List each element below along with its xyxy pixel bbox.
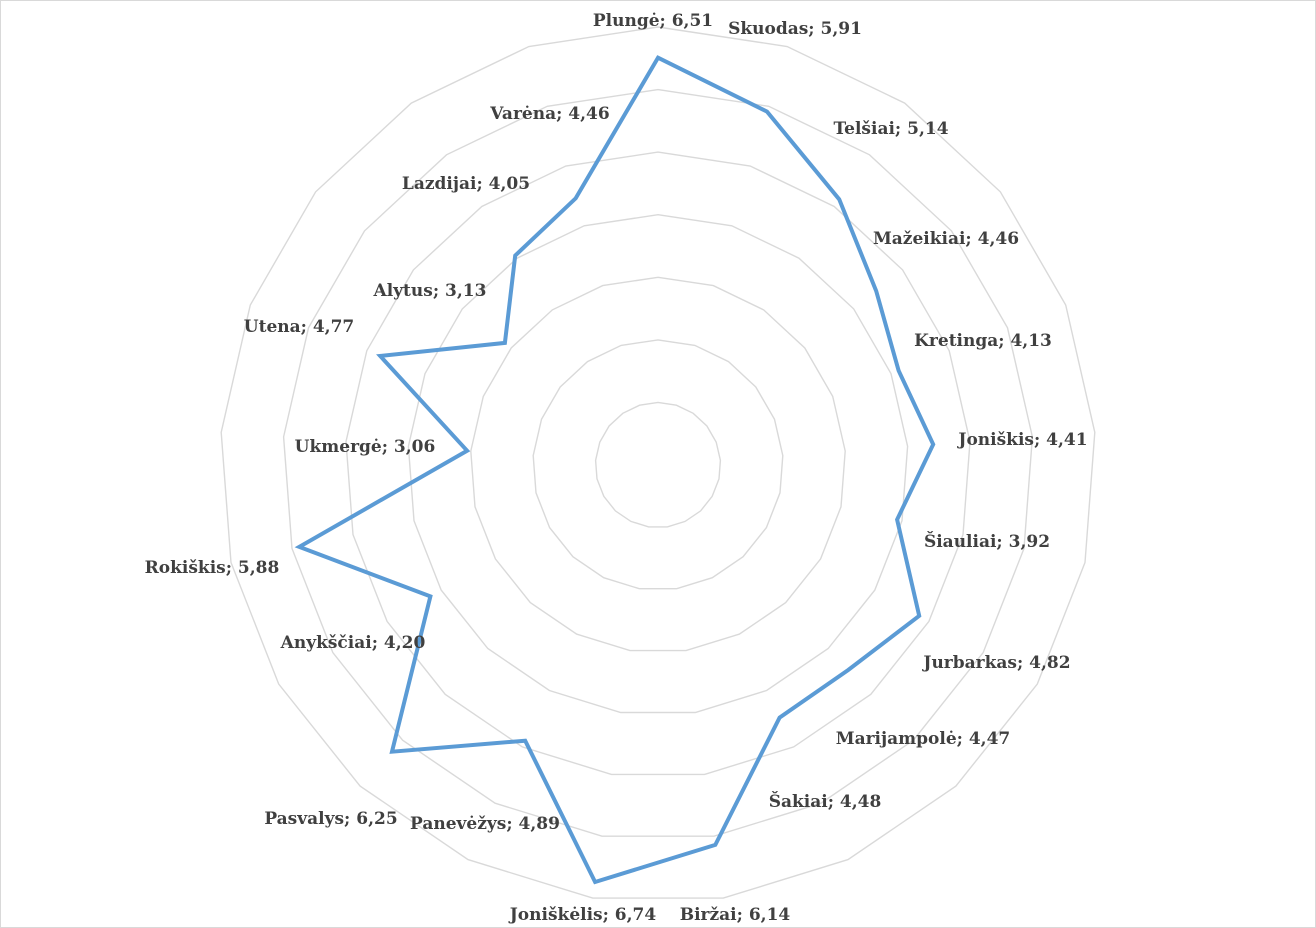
grid-ring-1 xyxy=(594,401,722,528)
grid-ring-6 xyxy=(282,88,1034,837)
data-label-17: Utena; 4,77 xyxy=(244,317,354,337)
data-label-19: Lazdijai; 4,05 xyxy=(402,174,530,194)
data-label-7: Jurbarkas; 4,82 xyxy=(921,653,1070,673)
data-label-18: Alytus; 3,13 xyxy=(373,281,487,301)
data-label-0: Plungė; 6,51 xyxy=(593,11,713,31)
data-label-8: Marijampolė; 4,47 xyxy=(836,729,1011,749)
data-labels: Plungė; 6,51 Skuodas; 5,91 Telšiai; 5,14 Ma… xyxy=(145,11,1088,925)
data-label-3: Mažeikiai; 4,46 xyxy=(873,229,1019,249)
data-label-1: Skuodas; 5,91 xyxy=(728,19,862,39)
data-label-5: Joniškis; 4,41 xyxy=(956,430,1087,450)
data-label-6: Šiauliai; 3,92 xyxy=(924,531,1050,552)
series-line-0 xyxy=(294,55,936,885)
data-label-10: Biržai; 6,14 xyxy=(680,905,791,925)
grid-ring-5 xyxy=(345,151,971,776)
data-label-20: Varėna; 4,46 xyxy=(489,104,609,124)
series-layer xyxy=(294,55,936,885)
data-label-16: Ukmergė; 3,06 xyxy=(295,437,436,457)
data-label-14: Anykščiai; 4,20 xyxy=(280,633,426,653)
data-label-2: Telšiai; 5,14 xyxy=(833,119,948,139)
data-label-13: Pasvalys; 6,25 xyxy=(264,809,397,829)
grid-ring-4 xyxy=(407,213,909,714)
grid-ring-3 xyxy=(470,276,846,652)
grid-rings xyxy=(220,26,1096,899)
grid-ring-7 xyxy=(220,26,1096,899)
data-label-4: Kretinga; 4,13 xyxy=(914,331,1052,351)
data-label-9: Šakiai; 4,48 xyxy=(769,791,882,812)
data-label-11: Joniškėlis; 6,74 xyxy=(508,905,657,925)
grid-ring-2 xyxy=(532,339,784,590)
data-label-12: Panevėžys; 4,89 xyxy=(410,814,560,834)
data-label-15: Rokiškis; 5,88 xyxy=(145,558,280,578)
